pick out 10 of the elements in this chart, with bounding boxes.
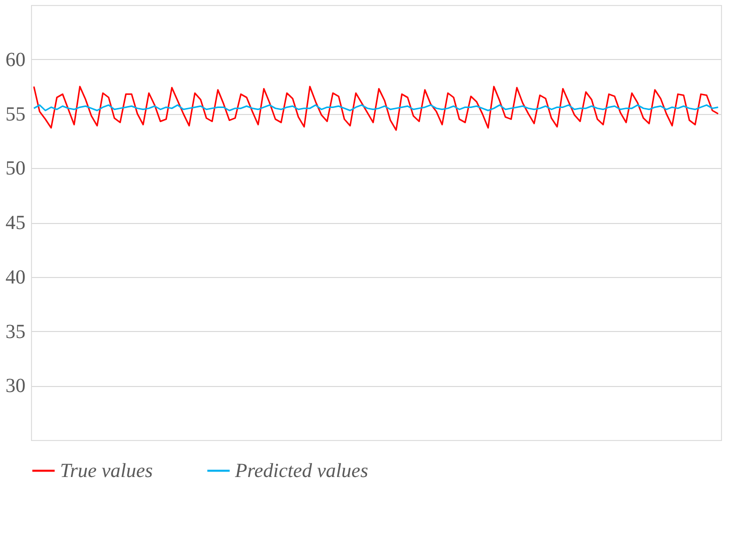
- y-tick-label: 50: [6, 158, 26, 180]
- y-tick-label: 60: [6, 48, 26, 71]
- y-tick-label: 45: [6, 212, 26, 234]
- legend-label: True values: [60, 460, 153, 482]
- legend-label: Predicted values: [234, 460, 368, 482]
- y-tick-label: 55: [6, 103, 26, 126]
- y-tick-label: 40: [6, 266, 26, 288]
- y-tick-label: 35: [6, 320, 26, 343]
- line-series: [33, 86, 719, 131]
- y-tick-label: 30: [6, 375, 26, 398]
